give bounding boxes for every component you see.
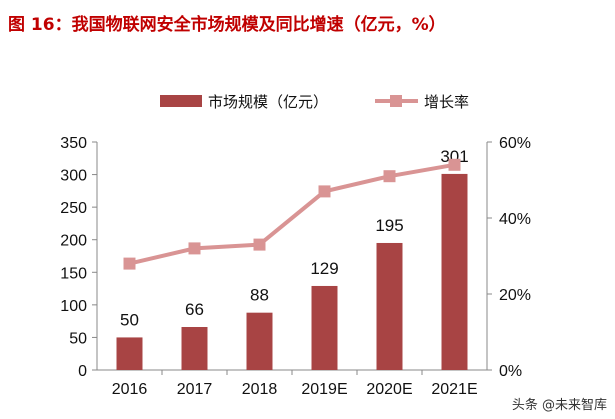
growth-rate-point xyxy=(123,257,136,270)
legend-bar-swatch xyxy=(160,95,202,107)
left-tick-label: 200 xyxy=(60,233,87,250)
bar-data-label: 88 xyxy=(250,286,269,305)
right-tick-label: 40% xyxy=(499,211,531,228)
growth-rate-line xyxy=(129,162,455,266)
right-tick-label: 20% xyxy=(499,287,531,304)
left-tick-label: 50 xyxy=(69,330,87,347)
chart-title: 图 16：我国物联网安全市场规模及同比增速（亿元，%） xyxy=(8,15,446,35)
bar-data-label: 66 xyxy=(185,300,204,319)
growth-rate-point xyxy=(188,242,201,255)
bar-data-label: 195 xyxy=(375,216,403,235)
bar-2021E xyxy=(441,173,468,370)
watermark: 头条 @未来智库 xyxy=(511,398,607,413)
x-tick-label: 2017 xyxy=(177,381,213,398)
bar-2017 xyxy=(181,327,208,370)
growth-rate-point xyxy=(253,238,266,251)
bar-data-label: 129 xyxy=(310,259,338,278)
left-tick-label: 150 xyxy=(60,265,87,282)
bar-2019E xyxy=(311,285,338,370)
left-tick-label: 300 xyxy=(60,168,87,185)
left-tick-label: 0 xyxy=(78,363,87,380)
bar-data-label: 50 xyxy=(120,310,139,329)
x-tick-label: 2021E xyxy=(431,381,477,398)
right-tick-label: 0% xyxy=(499,363,522,380)
legend-bar-label: 市场规模（亿元） xyxy=(208,93,328,111)
growth-rate-point xyxy=(383,170,396,183)
left-tick-label: 250 xyxy=(60,200,87,217)
legend-line-label: 增长率 xyxy=(424,93,469,111)
bar-2020E xyxy=(376,242,403,370)
left-tick-label: 100 xyxy=(60,298,87,315)
bar-data-label: 301 xyxy=(440,147,468,166)
growth-rate-point xyxy=(448,158,461,171)
left-tick-label: 350 xyxy=(60,135,87,152)
bar-2018 xyxy=(246,312,273,370)
growth-rate-point xyxy=(318,185,331,198)
x-tick-label: 2016 xyxy=(112,381,148,398)
x-tick-label: 2020E xyxy=(366,381,412,398)
right-tick-label: 60% xyxy=(499,135,531,152)
legend-line-marker xyxy=(390,95,402,107)
x-tick-label: 2019E xyxy=(301,381,347,398)
bar-2016 xyxy=(116,337,143,370)
x-tick-label: 2018 xyxy=(242,381,278,398)
